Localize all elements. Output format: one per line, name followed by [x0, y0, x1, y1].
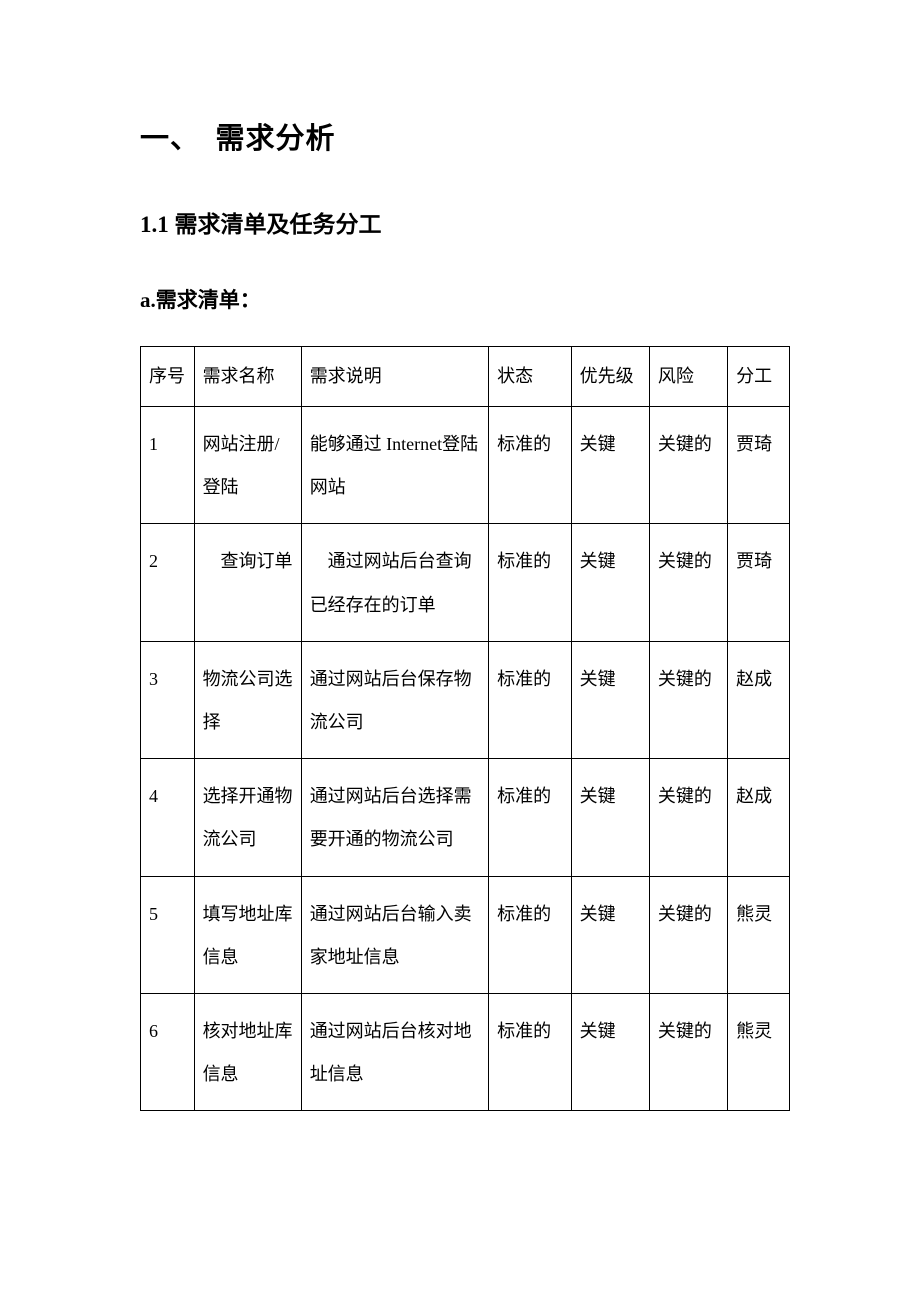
cell-assignee: 熊灵 [728, 993, 790, 1110]
col-header-desc: 需求说明 [301, 347, 488, 407]
cell-status: 标准的 [489, 407, 571, 524]
cell-status: 标准的 [489, 524, 571, 641]
table-row: 1 网站注册/登陆 能够通过 Internet登陆网站 标准的 关键 关键的 贾… [141, 407, 790, 524]
table-row: 6 核对地址库信息 通过网站后台核对地址信息 标准的 关键 关键的 熊灵 [141, 993, 790, 1110]
cell-desc: 通过网站后台输入卖家地址信息 [301, 876, 488, 993]
cell-assignee: 贾琦 [728, 407, 790, 524]
cell-status: 标准的 [489, 876, 571, 993]
cell-no: 5 [141, 876, 195, 993]
cell-status: 标准的 [489, 759, 571, 876]
cell-priority: 关键 [571, 876, 649, 993]
cell-no: 2 [141, 524, 195, 641]
cell-name: 网站注册/登陆 [194, 407, 301, 524]
col-header-name: 需求名称 [194, 347, 301, 407]
list-heading: a.需求清单： [140, 284, 790, 314]
cell-desc: 能够通过 Internet登陆网站 [301, 407, 488, 524]
cell-assignee: 贾琦 [728, 524, 790, 641]
cell-assignee: 赵成 [728, 641, 790, 758]
cell-risk: 关键的 [649, 876, 727, 993]
col-header-risk: 风险 [649, 347, 727, 407]
col-header-status: 状态 [489, 347, 571, 407]
cell-desc: 通过网站后台选择需要开通的物流公司 [301, 759, 488, 876]
cell-no: 4 [141, 759, 195, 876]
cell-priority: 关键 [571, 524, 649, 641]
cell-name: 物流公司选择 [194, 641, 301, 758]
requirements-table: 序号 需求名称 需求说明 状态 优先级 风险 分工 1 网站注册/登陆 能够通过… [140, 346, 790, 1111]
cell-desc: 通过网站后台保存物流公司 [301, 641, 488, 758]
cell-name: 核对地址库信息 [194, 993, 301, 1110]
cell-name: 选择开通物流公司 [194, 759, 301, 876]
cell-no: 3 [141, 641, 195, 758]
cell-status: 标准的 [489, 641, 571, 758]
table-row: 3 物流公司选择 通过网站后台保存物流公司 标准的 关键 关键的 赵成 [141, 641, 790, 758]
table-row: 5 填写地址库信息 通过网站后台输入卖家地址信息 标准的 关键 关键的 熊灵 [141, 876, 790, 993]
cell-assignee: 赵成 [728, 759, 790, 876]
col-header-no: 序号 [141, 347, 195, 407]
cell-risk: 关键的 [649, 993, 727, 1110]
col-header-assignee: 分工 [728, 347, 790, 407]
cell-priority: 关键 [571, 407, 649, 524]
cell-no: 6 [141, 993, 195, 1110]
cell-risk: 关键的 [649, 524, 727, 641]
section-heading: 一、 需求分析 [140, 115, 790, 157]
table-row: 2 查询订单 通过网站后台查询已经存在的订单 标准的 关键 关键的 贾琦 [141, 524, 790, 641]
cell-risk: 关键的 [649, 759, 727, 876]
cell-desc: 通过网站后台核对地址信息 [301, 993, 488, 1110]
cell-no: 1 [141, 407, 195, 524]
cell-desc: 通过网站后台查询已经存在的订单 [301, 524, 488, 641]
cell-status: 标准的 [489, 993, 571, 1110]
table-row: 4 选择开通物流公司 通过网站后台选择需要开通的物流公司 标准的 关键 关键的 … [141, 759, 790, 876]
cell-priority: 关键 [571, 759, 649, 876]
cell-priority: 关键 [571, 641, 649, 758]
table-header-row: 序号 需求名称 需求说明 状态 优先级 风险 分工 [141, 347, 790, 407]
cell-name: 查询订单 [194, 524, 301, 641]
cell-risk: 关键的 [649, 407, 727, 524]
cell-risk: 关键的 [649, 641, 727, 758]
cell-assignee: 熊灵 [728, 876, 790, 993]
subsection-heading: 1.1 需求清单及任务分工 [140, 205, 790, 239]
col-header-priority: 优先级 [571, 347, 649, 407]
cell-priority: 关键 [571, 993, 649, 1110]
cell-name: 填写地址库信息 [194, 876, 301, 993]
